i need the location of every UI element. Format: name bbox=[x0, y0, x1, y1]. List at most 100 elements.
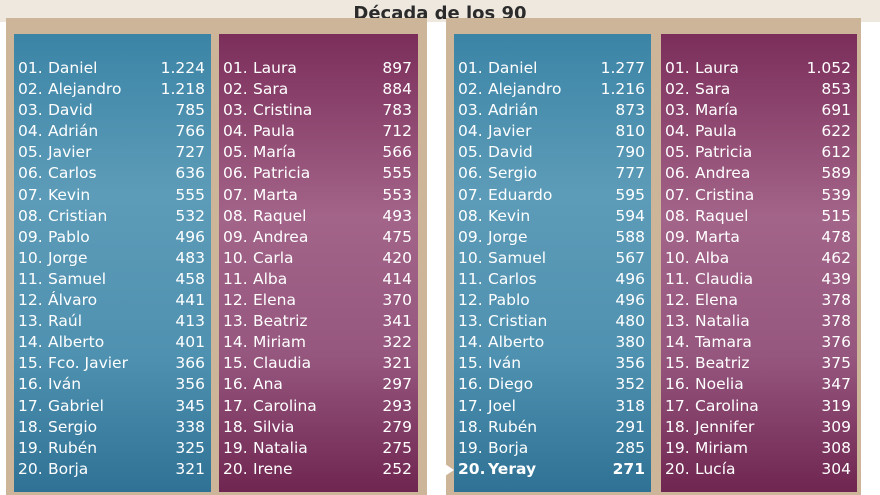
count-value: 376 bbox=[821, 333, 851, 352]
list-item: 18. Rubén 291 bbox=[454, 417, 651, 438]
name-label: Adrián bbox=[488, 101, 539, 120]
count-value: 439 bbox=[821, 269, 851, 288]
name-label: Joel bbox=[488, 396, 516, 415]
list-item: 20. Borja 321 bbox=[14, 459, 211, 480]
ranking-column-3: 01. Daniel 1.277 02. Alejandro 1.216 03. Adrián… bbox=[445, 34, 651, 492]
rank-number: 03. bbox=[223, 101, 248, 120]
rank-number: 02. bbox=[665, 80, 690, 99]
rank-number: 01. bbox=[665, 59, 690, 77]
count-value: 341 bbox=[382, 312, 412, 331]
list-item: 13. Beatriz 341 bbox=[219, 311, 418, 332]
count-value: 897 bbox=[382, 59, 412, 77]
name-label: Diego bbox=[488, 375, 534, 394]
name-label: Yeray bbox=[488, 459, 537, 478]
list-item: 04. Adrián 766 bbox=[14, 121, 211, 142]
list-item: 12. Elena 378 bbox=[661, 290, 857, 311]
rank-number: 12. bbox=[458, 291, 483, 310]
list-item: 12. Álvaro 441 bbox=[14, 290, 211, 311]
count-value: 308 bbox=[821, 438, 851, 457]
list-item: 02. Sara 884 bbox=[219, 79, 418, 100]
name-label: Patricia bbox=[695, 143, 753, 162]
list-item: 18. Silvia 279 bbox=[219, 417, 418, 438]
rank-number: 05. bbox=[223, 143, 248, 162]
name-label: Jennifer bbox=[695, 417, 755, 436]
list-item: 20. Irene 252 bbox=[219, 459, 418, 480]
list-item: 02. Alejandro 1.218 bbox=[14, 79, 211, 100]
count-value: 325 bbox=[175, 438, 205, 457]
name-label: Marta bbox=[695, 227, 740, 246]
count-value: 515 bbox=[821, 206, 851, 225]
count-value: 1.224 bbox=[160, 59, 205, 77]
list-item: 10. Alba 462 bbox=[661, 248, 857, 269]
name-label: Miriam bbox=[253, 333, 306, 352]
list-item: 20. Lucía 304 bbox=[661, 459, 857, 480]
count-value: 727 bbox=[175, 143, 205, 162]
rank-number: 18. bbox=[223, 417, 248, 436]
name-label: Álvaro bbox=[48, 291, 98, 310]
name-label: Daniel bbox=[488, 59, 538, 77]
name-label: Jorge bbox=[48, 248, 88, 267]
rank-number: 15. bbox=[458, 354, 483, 373]
count-value: 873 bbox=[615, 101, 645, 120]
name-label: Borja bbox=[48, 459, 89, 478]
list-item: 01. Laura 897 bbox=[219, 58, 418, 79]
count-value: 420 bbox=[382, 248, 412, 267]
list-item: 05. Patricia 612 bbox=[661, 142, 857, 163]
count-value: 595 bbox=[615, 185, 645, 204]
list-item: 11. Samuel 458 bbox=[14, 269, 211, 290]
count-value: 493 bbox=[382, 206, 412, 225]
count-value: 483 bbox=[175, 248, 205, 267]
name-label: Natalia bbox=[695, 312, 750, 331]
name-label: Raquel bbox=[253, 206, 307, 225]
count-value: 480 bbox=[615, 312, 645, 331]
list-item: 12. Elena 370 bbox=[219, 290, 418, 311]
name-label: Iván bbox=[48, 375, 82, 394]
name-label: Alejandro bbox=[488, 80, 562, 99]
name-label: David bbox=[488, 143, 533, 162]
name-label: Laura bbox=[253, 59, 297, 77]
list-item: 14. Miriam 322 bbox=[219, 332, 418, 353]
count-value: 309 bbox=[821, 417, 851, 436]
list-item: 05. María 566 bbox=[219, 142, 418, 163]
list-item: 15. Iván 356 bbox=[454, 353, 651, 374]
list-item: 20. Yeray 271 bbox=[445, 459, 651, 480]
name-label: Sara bbox=[253, 80, 289, 99]
name-label: Noelia bbox=[695, 375, 744, 394]
rank-number: 14. bbox=[458, 333, 483, 352]
count-value: 588 bbox=[615, 227, 645, 246]
list-item: 02. Alejandro 1.216 bbox=[454, 79, 651, 100]
name-label: Claudia bbox=[695, 269, 754, 288]
rank-number: 15. bbox=[665, 354, 690, 373]
rank-number: 14. bbox=[223, 333, 248, 352]
count-value: 441 bbox=[175, 291, 205, 310]
list-item: 14. Tamara 376 bbox=[661, 332, 857, 353]
name-label: Cristina bbox=[253, 101, 313, 120]
count-value: 612 bbox=[821, 143, 851, 162]
name-label: Alberto bbox=[488, 333, 545, 352]
rank-number: 18. bbox=[458, 417, 483, 436]
list-item: 07. Kevin 555 bbox=[14, 185, 211, 206]
name-label: Borja bbox=[488, 438, 529, 457]
rank-number: 13. bbox=[18, 312, 43, 331]
list-item: 06. Sergio 777 bbox=[454, 163, 651, 184]
name-label: Daniel bbox=[48, 59, 98, 77]
list-item: 10. Jorge 483 bbox=[14, 248, 211, 269]
name-label: Carlos bbox=[488, 269, 537, 288]
list-item: 03. David 785 bbox=[14, 100, 211, 121]
name-label: Alba bbox=[253, 269, 288, 288]
list-item: 07. Eduardo 595 bbox=[454, 185, 651, 206]
name-label: Marta bbox=[253, 185, 298, 204]
list-item: 06. Patricia 555 bbox=[219, 163, 418, 184]
rank-number: 01. bbox=[458, 59, 483, 77]
count-value: 766 bbox=[175, 122, 205, 141]
name-label: Cristina bbox=[695, 185, 755, 204]
count-value: 567 bbox=[615, 248, 645, 267]
rank-number: 16. bbox=[665, 375, 690, 394]
ranking-column-1: 01. Daniel 1.224 02. Alejandro 1.218 03. David 7… bbox=[14, 34, 211, 492]
list-item: 16. Ana 297 bbox=[219, 374, 418, 395]
count-value: 553 bbox=[382, 185, 412, 204]
name-label: Pablo bbox=[48, 227, 90, 246]
count-value: 783 bbox=[382, 101, 412, 120]
count-value: 304 bbox=[821, 459, 851, 478]
rank-number: 07. bbox=[223, 185, 248, 204]
